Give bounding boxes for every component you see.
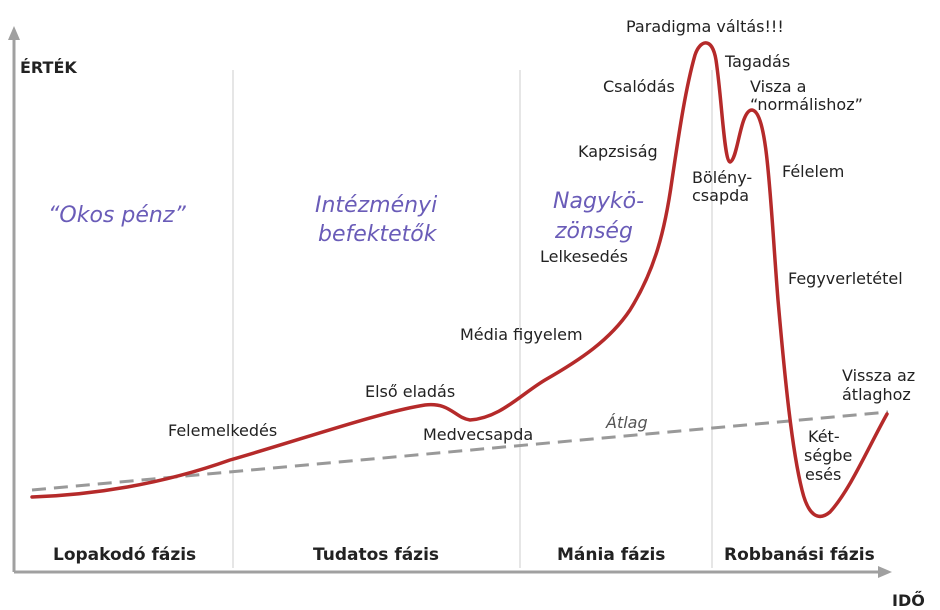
x-axis-arrow	[878, 566, 892, 578]
label-felelem: Félelem	[782, 162, 844, 181]
label-vissza-line2: átlaghoz	[842, 385, 911, 404]
group-public-line1: Nagykö-	[553, 189, 644, 214]
label-ketseg-line2: ségbe	[804, 446, 852, 465]
label-medvecsapda: Medvecsapda	[423, 425, 533, 444]
phase-label-awareness: Tudatos fázis	[313, 545, 439, 565]
y-axis-label: ÉRTÉK	[20, 58, 77, 77]
label-elso-eladas: Első eladás	[365, 382, 455, 401]
label-kapzsisag: Kapzsiság	[578, 142, 658, 161]
label-visza-line1: Visza a	[750, 77, 806, 96]
label-media-figyelem: Média figyelem	[460, 325, 583, 344]
y-axis-arrow	[8, 26, 20, 40]
label-tagadas: Tagadás	[724, 52, 790, 71]
group-smart-money: “Okos pénz”	[48, 203, 186, 228]
label-lelkesedes: Lelkesedés	[540, 247, 628, 266]
label-ketseg-line1: Két-	[808, 427, 840, 446]
label-paradigma: Paradigma váltás!!!	[626, 17, 784, 36]
average-line	[31, 410, 889, 492]
label-vissza-line1: Vissza az	[842, 366, 915, 385]
group-institutional-line1: Intézményi	[315, 193, 437, 218]
group-institutional-line2: befektetők	[318, 222, 438, 247]
phase-label-blowoff: Robbanási fázis	[724, 545, 875, 565]
label-visza-line2: “normálishoz”	[750, 95, 863, 114]
group-public-line2: zönség	[554, 219, 633, 244]
x-axis-label: IDŐ	[892, 590, 925, 610]
label-boleny-line2: csapda	[692, 186, 749, 205]
label-fegyverletetel: Fegyverletétel	[788, 269, 903, 288]
average-label: Átlag	[605, 413, 648, 432]
label-csalodas: Csalódás	[603, 77, 675, 96]
market-curve	[30, 41, 889, 519]
label-ketseg-line3: esés	[805, 465, 841, 484]
phase-label-mania: Mánia fázis	[557, 545, 665, 565]
phase-label-stealth: Lopakodó fázis	[53, 545, 196, 565]
label-boleny-line1: Bölény-	[692, 168, 752, 187]
label-felemelkedes: Felemelkedés	[168, 421, 277, 440]
